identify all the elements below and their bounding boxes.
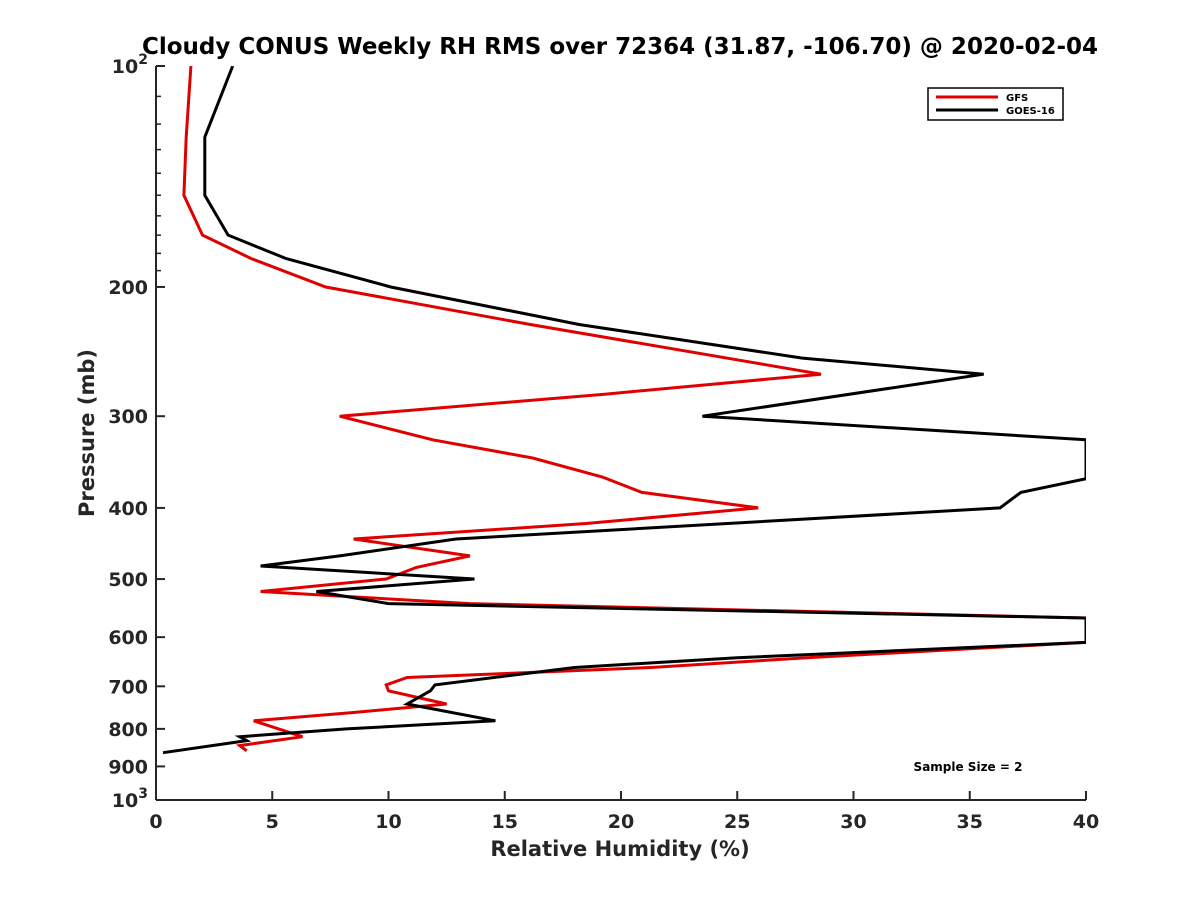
y-tick-label: 300 [108, 406, 148, 428]
x-tick-label: 40 [1073, 811, 1099, 833]
x-tick-label: 10 [375, 811, 401, 833]
legend: GFS GOES-16 [927, 87, 1064, 121]
x-tick-label: 15 [492, 811, 518, 833]
ticks-layer: 0 5 10 15 20 25 30 35 40 102 200 300 400 500 600 700 800… [108, 52, 1099, 833]
y-tick-label: 103 [112, 786, 148, 812]
legend-label-gfs: GFS [1006, 93, 1028, 104]
chart-title: Cloudy CONUS Weekly RH RMS over 72364 (3… [142, 34, 1098, 60]
legend-box [927, 87, 1064, 121]
series-line-goes-16 [162, 66, 1086, 755]
y-tick-label: 700 [108, 676, 148, 698]
series-layer [162, 66, 1086, 755]
x-tick-label: 30 [840, 811, 866, 833]
x-tick-label: 25 [724, 811, 750, 833]
y-tick-label: 400 [108, 498, 148, 520]
x-tick-label: 20 [608, 811, 634, 833]
y-tick-label: 500 [108, 569, 148, 591]
series-line-gfs [182, 66, 1086, 753]
legend-label-goes-16: GOES-16 [1006, 106, 1055, 117]
y-tick-label: 200 [108, 277, 148, 299]
y-tick-label: 800 [108, 719, 148, 741]
y-tick-label: 600 [108, 627, 148, 649]
sample-size-annotation: Sample Size = 2 [914, 760, 1023, 774]
x-tick-label: 0 [149, 811, 162, 833]
y-axis-title: Pressure (mb) [75, 349, 99, 517]
x-tick-label: 5 [266, 811, 279, 833]
x-axis-title: Relative Humidity (%) [490, 837, 749, 861]
y-tick-label: 102 [112, 52, 148, 78]
x-tick-label: 35 [957, 811, 983, 833]
y-tick-label: 900 [108, 756, 148, 778]
